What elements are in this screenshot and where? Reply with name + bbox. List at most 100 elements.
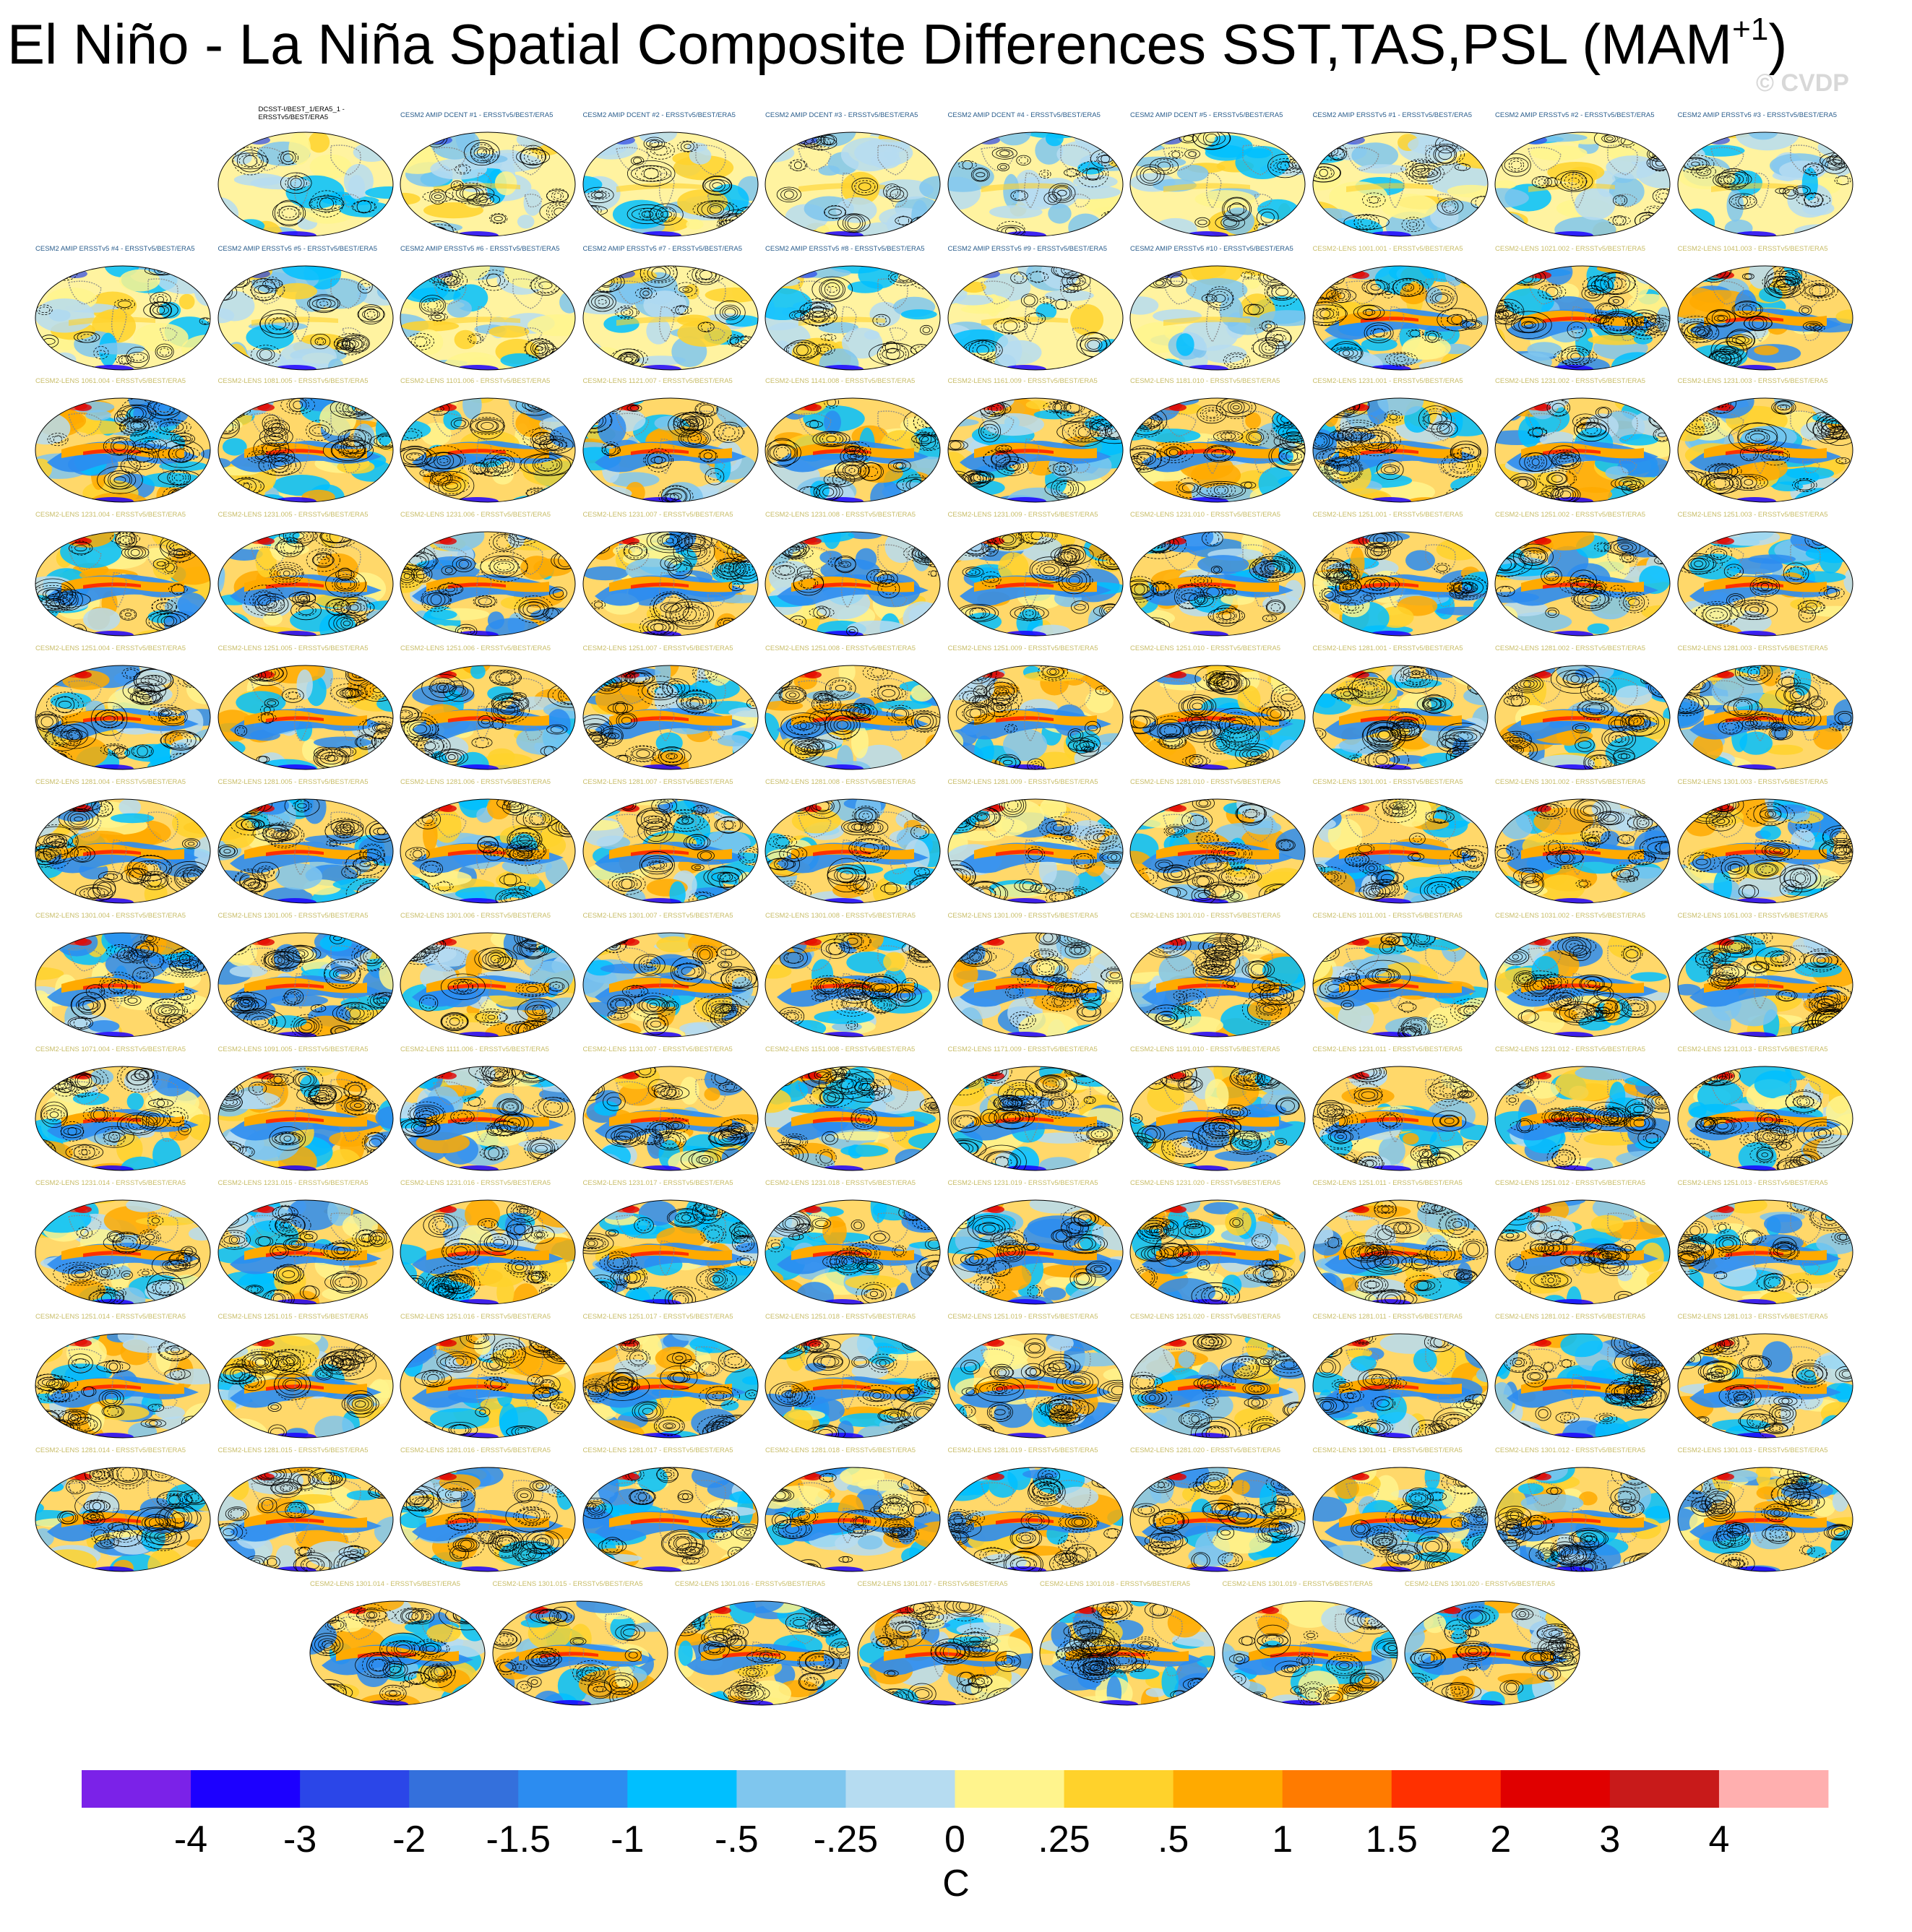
map-panel: CESM2-LENS 1301.005 - ERSSTv5/BEST/ERA5 (215, 912, 396, 1038)
panel-label: CESM2-LENS 1251.017 - ERSSTv5/BEST/ERA5 (582, 1313, 733, 1321)
global-map (947, 1333, 1123, 1439)
map-panel: CESM2-LENS 1281.005 - ERSSTv5/BEST/ERA5 (215, 778, 396, 905)
map-panel: CESM2-LENS 1281.019 - ERSSTv5/BEST/ERA5 (945, 1446, 1126, 1573)
panel-label: CESM2-LENS 1301.004 - ERSSTv5/BEST/ERA5 (35, 912, 186, 920)
global-map (1312, 531, 1488, 637)
global-map (582, 1066, 758, 1171)
map-panel: CESM2-LENS 1011.001 - ERSSTv5/BEST/ERA5 (1310, 912, 1491, 1038)
panel-label: CESM2-LENS 1251.006 - ERSSTv5/BEST/ERA5 (400, 644, 551, 652)
global-map (1494, 531, 1671, 637)
global-map (35, 1333, 211, 1439)
map-panel: CESM2-LENS 1301.011 - ERSSTv5/BEST/ERA5 (1310, 1446, 1491, 1573)
map-panel: CESM2-LENS 1151.008 - ERSSTv5/BEST/ERA5 (762, 1045, 943, 1172)
panel-label: CESM2-LENS 1301.002 - ERSSTv5/BEST/ERA5 (1495, 778, 1646, 786)
panel-label: CESM2-LENS 1231.015 - ERSSTv5/BEST/ERA5 (218, 1179, 369, 1187)
colorbar-units: C (942, 1863, 970, 1905)
panel-label: CESM2-LENS 1281.020 - ERSSTv5/BEST/ERA5 (1130, 1446, 1281, 1454)
map-panel: CESM2 AMIP DCENT #2 - ERSSTv5/BEST/ERA5 (580, 111, 761, 238)
map-panel: CESM2-LENS 1301.001 - ERSSTv5/BEST/ERA5 (1310, 778, 1491, 905)
global-map (1039, 1600, 1215, 1706)
global-map (765, 932, 941, 1038)
map-panel: CESM2-LENS 1251.009 - ERSSTv5/BEST/ERA5 (945, 644, 1126, 771)
map-panel: CESM2-LENS 1071.004 - ERSSTv5/BEST/ERA5 (33, 1045, 213, 1172)
panel-label: CESM2-LENS 1251.014 - ERSSTv5/BEST/ERA5 (35, 1313, 186, 1321)
map-panel: CESM2-LENS 1251.012 - ERSSTv5/BEST/ERA5 (1492, 1179, 1673, 1306)
colorbar-swatch (1718, 1770, 1829, 1808)
panel-label: CESM2 AMIP ERSSTv5 #3 - ERSSTv5/BEST/ERA… (1677, 111, 1838, 119)
global-map (218, 131, 393, 237)
colorbar-tick-label: -1 (611, 1819, 644, 1860)
panel-label: CESM2-LENS 1231.012 - ERSSTv5/BEST/ERA5 (1495, 1045, 1646, 1053)
map-panel: CESM2-LENS 1301.004 - ERSSTv5/BEST/ERA5 (33, 912, 213, 1038)
colorbar-swatch (82, 1770, 191, 1808)
map-panel: CESM2-LENS 1231.012 - ERSSTv5/BEST/ERA5 (1492, 1045, 1673, 1172)
panel-label: CESM2-LENS 1231.008 - ERSSTv5/BEST/ERA5 (765, 511, 916, 519)
global-map (582, 798, 758, 904)
map-panel: CESM2-LENS 1141.008 - ERSSTv5/BEST/ERA5 (762, 377, 943, 504)
map-panel: CESM2-LENS 1161.009 - ERSSTv5/BEST/ERA5 (945, 377, 1126, 504)
global-map (1312, 265, 1488, 371)
global-map (1677, 1333, 1853, 1439)
panel-label: CESM2-LENS 1251.018 - ERSSTv5/BEST/ERA5 (765, 1313, 916, 1321)
global-map (1129, 665, 1306, 770)
global-map (1129, 265, 1306, 371)
map-panel: CESM2-LENS 1111.006 - ERSSTv5/BEST/ERA5 (397, 1045, 578, 1172)
colorbar-tick-label: .5 (1158, 1819, 1189, 1860)
global-map (1312, 932, 1488, 1038)
global-map (1677, 932, 1853, 1038)
map-panel: CESM2-LENS 1281.003 - ERSSTv5/BEST/ERA5 (1675, 644, 1856, 771)
panel-label: CESM2-LENS 1281.013 - ERSSTv5/BEST/ERA5 (1677, 1313, 1828, 1321)
global-map (35, 265, 211, 371)
global-map (218, 1066, 393, 1171)
panel-label: DCSST-I/BEST_1/ERA5_1 - ERSSTv5/BEST/ERA… (258, 105, 345, 121)
global-map (947, 397, 1123, 503)
map-panel: CESM2 AMIP DCENT #1 - ERSSTv5/BEST/ERA5 (397, 111, 578, 238)
panel-label: CESM2-LENS 1301.019 - ERSSTv5/BEST/ERA5 (1222, 1580, 1373, 1588)
global-map (400, 531, 576, 637)
panel-label: CESM2-LENS 1231.004 - ERSSTv5/BEST/ERA5 (35, 511, 186, 519)
panel-label: CESM2-LENS 1041.003 - ERSSTv5/BEST/ERA5 (1677, 245, 1828, 253)
panel-label: CESM2-LENS 1231.017 - ERSSTv5/BEST/ERA5 (582, 1179, 733, 1187)
global-map (1677, 798, 1853, 904)
global-map (1677, 265, 1853, 371)
main-title: El Niño - La Niña Spatial Composite Diff… (7, 14, 1787, 73)
panel-label: CESM2-LENS 1231.011 - ERSSTv5/BEST/ERA5 (1312, 1045, 1463, 1053)
panel-label: CESM2 AMIP DCENT #1 - ERSSTv5/BEST/ERA5 (400, 111, 554, 119)
panel-label: CESM2-LENS 1131.007 - ERSSTv5/BEST/ERA5 (582, 1045, 733, 1053)
panel-label: CESM2-LENS 1281.007 - ERSSTv5/BEST/ERA5 (582, 778, 733, 786)
panel-label: CESM2-LENS 1111.006 - ERSSTv5/BEST/ERA5 (400, 1045, 549, 1053)
map-panel: CESM2 AMIP ERSSTv5 #9 - ERSSTv5/BEST/ERA… (945, 245, 1126, 371)
map-panel: CESM2-LENS 1281.004 - ERSSTv5/BEST/ERA5 (33, 778, 213, 905)
map-panel: CESM2-LENS 1251.005 - ERSSTv5/BEST/ERA5 (215, 644, 396, 771)
global-map (1312, 1199, 1488, 1305)
panel-label: CESM2-LENS 1281.014 - ERSSTv5/BEST/ERA5 (35, 1446, 186, 1454)
map-panel: CESM2-LENS 1181.010 - ERSSTv5/BEST/ERA5 (1127, 377, 1308, 504)
panel-label: CESM2 AMIP ERSSTv5 #6 - ERSSTv5/BEST/ERA… (400, 245, 560, 253)
map-panel: CESM2-LENS 1301.006 - ERSSTv5/BEST/ERA5 (397, 912, 578, 1038)
map-panel: CESM2-LENS 1231.015 - ERSSTv5/BEST/ERA5 (215, 1179, 396, 1306)
map-panel: CESM2-LENS 1281.008 - ERSSTv5/BEST/ERA5 (762, 778, 943, 905)
global-map (1312, 1066, 1488, 1171)
panel-label: CESM2 AMIP ERSSTv5 #4 - ERSSTv5/BEST/ERA… (35, 245, 195, 253)
map-panel: CESM2-LENS 1251.018 - ERSSTv5/BEST/ERA5 (762, 1313, 943, 1439)
map-panel: CESM2 AMIP ERSSTv5 #5 - ERSSTv5/BEST/ERA… (215, 245, 396, 371)
global-map (1129, 1066, 1306, 1171)
colorbar-tick-label: 1 (1272, 1819, 1293, 1860)
panel-label: CESM2-LENS 1251.012 - ERSSTv5/BEST/ERA5 (1495, 1179, 1646, 1187)
global-map (857, 1600, 1033, 1706)
global-map (218, 265, 393, 371)
colorbar-tick-label: 2 (1490, 1819, 1511, 1860)
panel-label: CESM2-LENS 1171.009 - ERSSTv5/BEST/ERA5 (947, 1045, 1098, 1053)
colorbar-swatch (627, 1770, 737, 1808)
map-panel: CESM2-LENS 1301.019 - ERSSTv5/BEST/ERA5 (1220, 1580, 1400, 1707)
global-map (765, 531, 941, 637)
map-panel: CESM2-LENS 1231.020 - ERSSTv5/BEST/ERA5 (1127, 1179, 1308, 1306)
panel-label: CESM2-LENS 1301.003 - ERSSTv5/BEST/ERA5 (1677, 778, 1828, 786)
panel-label: CESM2-LENS 1231.006 - ERSSTv5/BEST/ERA5 (400, 511, 551, 519)
panel-label: CESM2-LENS 1281.009 - ERSSTv5/BEST/ERA5 (947, 778, 1098, 786)
panel-label: CESM2-LENS 1091.005 - ERSSTv5/BEST/ERA5 (218, 1045, 369, 1053)
panel-label: CESM2-LENS 1281.010 - ERSSTv5/BEST/ERA5 (1130, 778, 1281, 786)
global-map (400, 665, 576, 770)
panel-label: CESM2 AMIP ERSSTv5 #9 - ERSSTv5/BEST/ERA… (947, 245, 1108, 253)
global-map (1312, 131, 1488, 237)
